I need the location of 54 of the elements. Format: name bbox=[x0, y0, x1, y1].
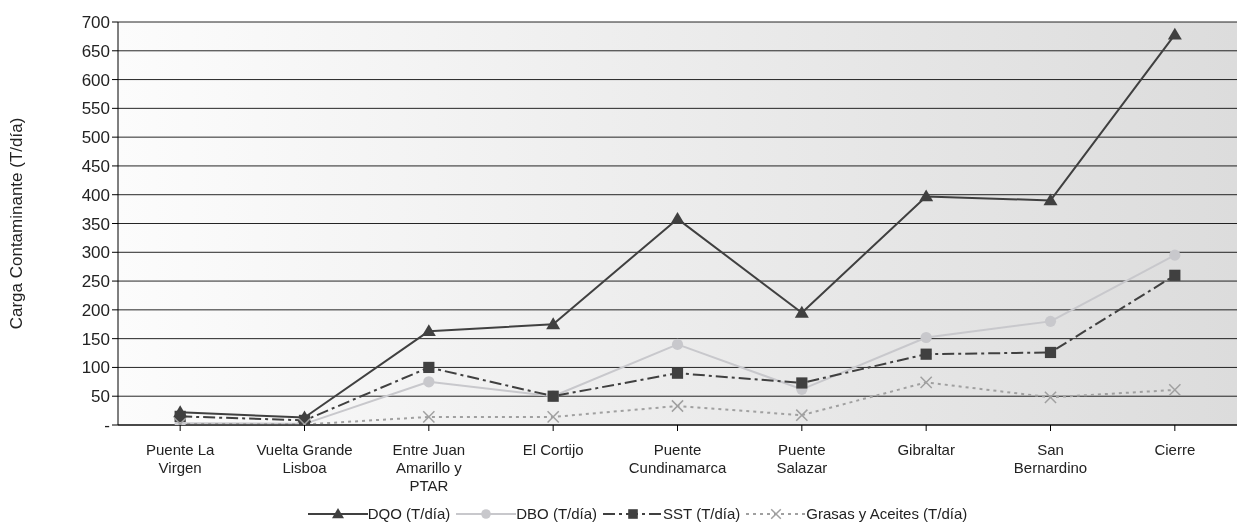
y-tick-label: 300 bbox=[81, 243, 110, 263]
x-tick-label: Puente Salazar bbox=[776, 441, 828, 476]
y-tick-label: 650 bbox=[81, 41, 110, 61]
y-tick-label: 500 bbox=[81, 128, 110, 148]
x-tick-label: Puente Cundinamarca bbox=[628, 441, 727, 476]
point bbox=[1044, 391, 1057, 404]
x-tick-label: El Cortijo bbox=[522, 441, 584, 458]
point bbox=[919, 376, 933, 389]
point bbox=[671, 338, 684, 350]
x-tick-label: Vuelta Grande Lisboa bbox=[256, 441, 353, 476]
x-tick-label: Gibraltar bbox=[897, 441, 955, 458]
point bbox=[920, 331, 932, 344]
y-tick-label: 550 bbox=[81, 99, 110, 119]
point bbox=[546, 410, 560, 424]
point bbox=[670, 211, 685, 224]
y-tick-label: 200 bbox=[81, 300, 110, 320]
legend-label: SST (T/día) bbox=[663, 505, 741, 522]
point bbox=[1044, 346, 1057, 359]
y-tick-label: 250 bbox=[81, 272, 110, 292]
y-tick-label: 700 bbox=[81, 13, 110, 33]
y-tick-label: - bbox=[104, 416, 110, 436]
point bbox=[1169, 269, 1181, 281]
point bbox=[796, 377, 808, 389]
legend-label: DBO (T/día) bbox=[516, 505, 598, 522]
point bbox=[919, 189, 934, 202]
y-tick-label: 600 bbox=[81, 70, 110, 90]
legend-label: DQO (T/día) bbox=[367, 505, 451, 522]
point bbox=[794, 305, 809, 318]
x-tick-label: Cierre bbox=[1154, 441, 1196, 458]
point bbox=[1167, 27, 1182, 40]
point bbox=[546, 317, 561, 330]
y-tick-label: 350 bbox=[81, 214, 110, 234]
y-axis-title: Carga Contaminante (T/día) bbox=[7, 117, 27, 330]
point bbox=[422, 410, 436, 424]
point bbox=[423, 376, 435, 388]
y-tick-label: 100 bbox=[81, 358, 110, 378]
y-tick-label: 150 bbox=[81, 329, 110, 349]
y-tick-label: 400 bbox=[81, 185, 110, 205]
x-tick-label: Puente La Virgen bbox=[145, 441, 216, 476]
point bbox=[671, 399, 684, 413]
point bbox=[1044, 315, 1057, 327]
y-tick-label: 50 bbox=[91, 387, 110, 407]
legend-label: Grasas y Aceites (T/día) bbox=[806, 505, 968, 522]
point bbox=[671, 367, 684, 379]
point bbox=[920, 348, 932, 360]
point bbox=[423, 361, 435, 374]
point bbox=[1169, 249, 1181, 261]
point bbox=[795, 408, 809, 422]
x-tick-label: San Bernardino bbox=[1013, 441, 1088, 476]
point bbox=[421, 324, 436, 337]
point bbox=[1168, 383, 1182, 397]
point bbox=[1043, 193, 1058, 206]
x-tick-label: Entre Juan Amarillo y PTAR bbox=[392, 441, 466, 494]
y-tick-label: 450 bbox=[81, 156, 110, 176]
